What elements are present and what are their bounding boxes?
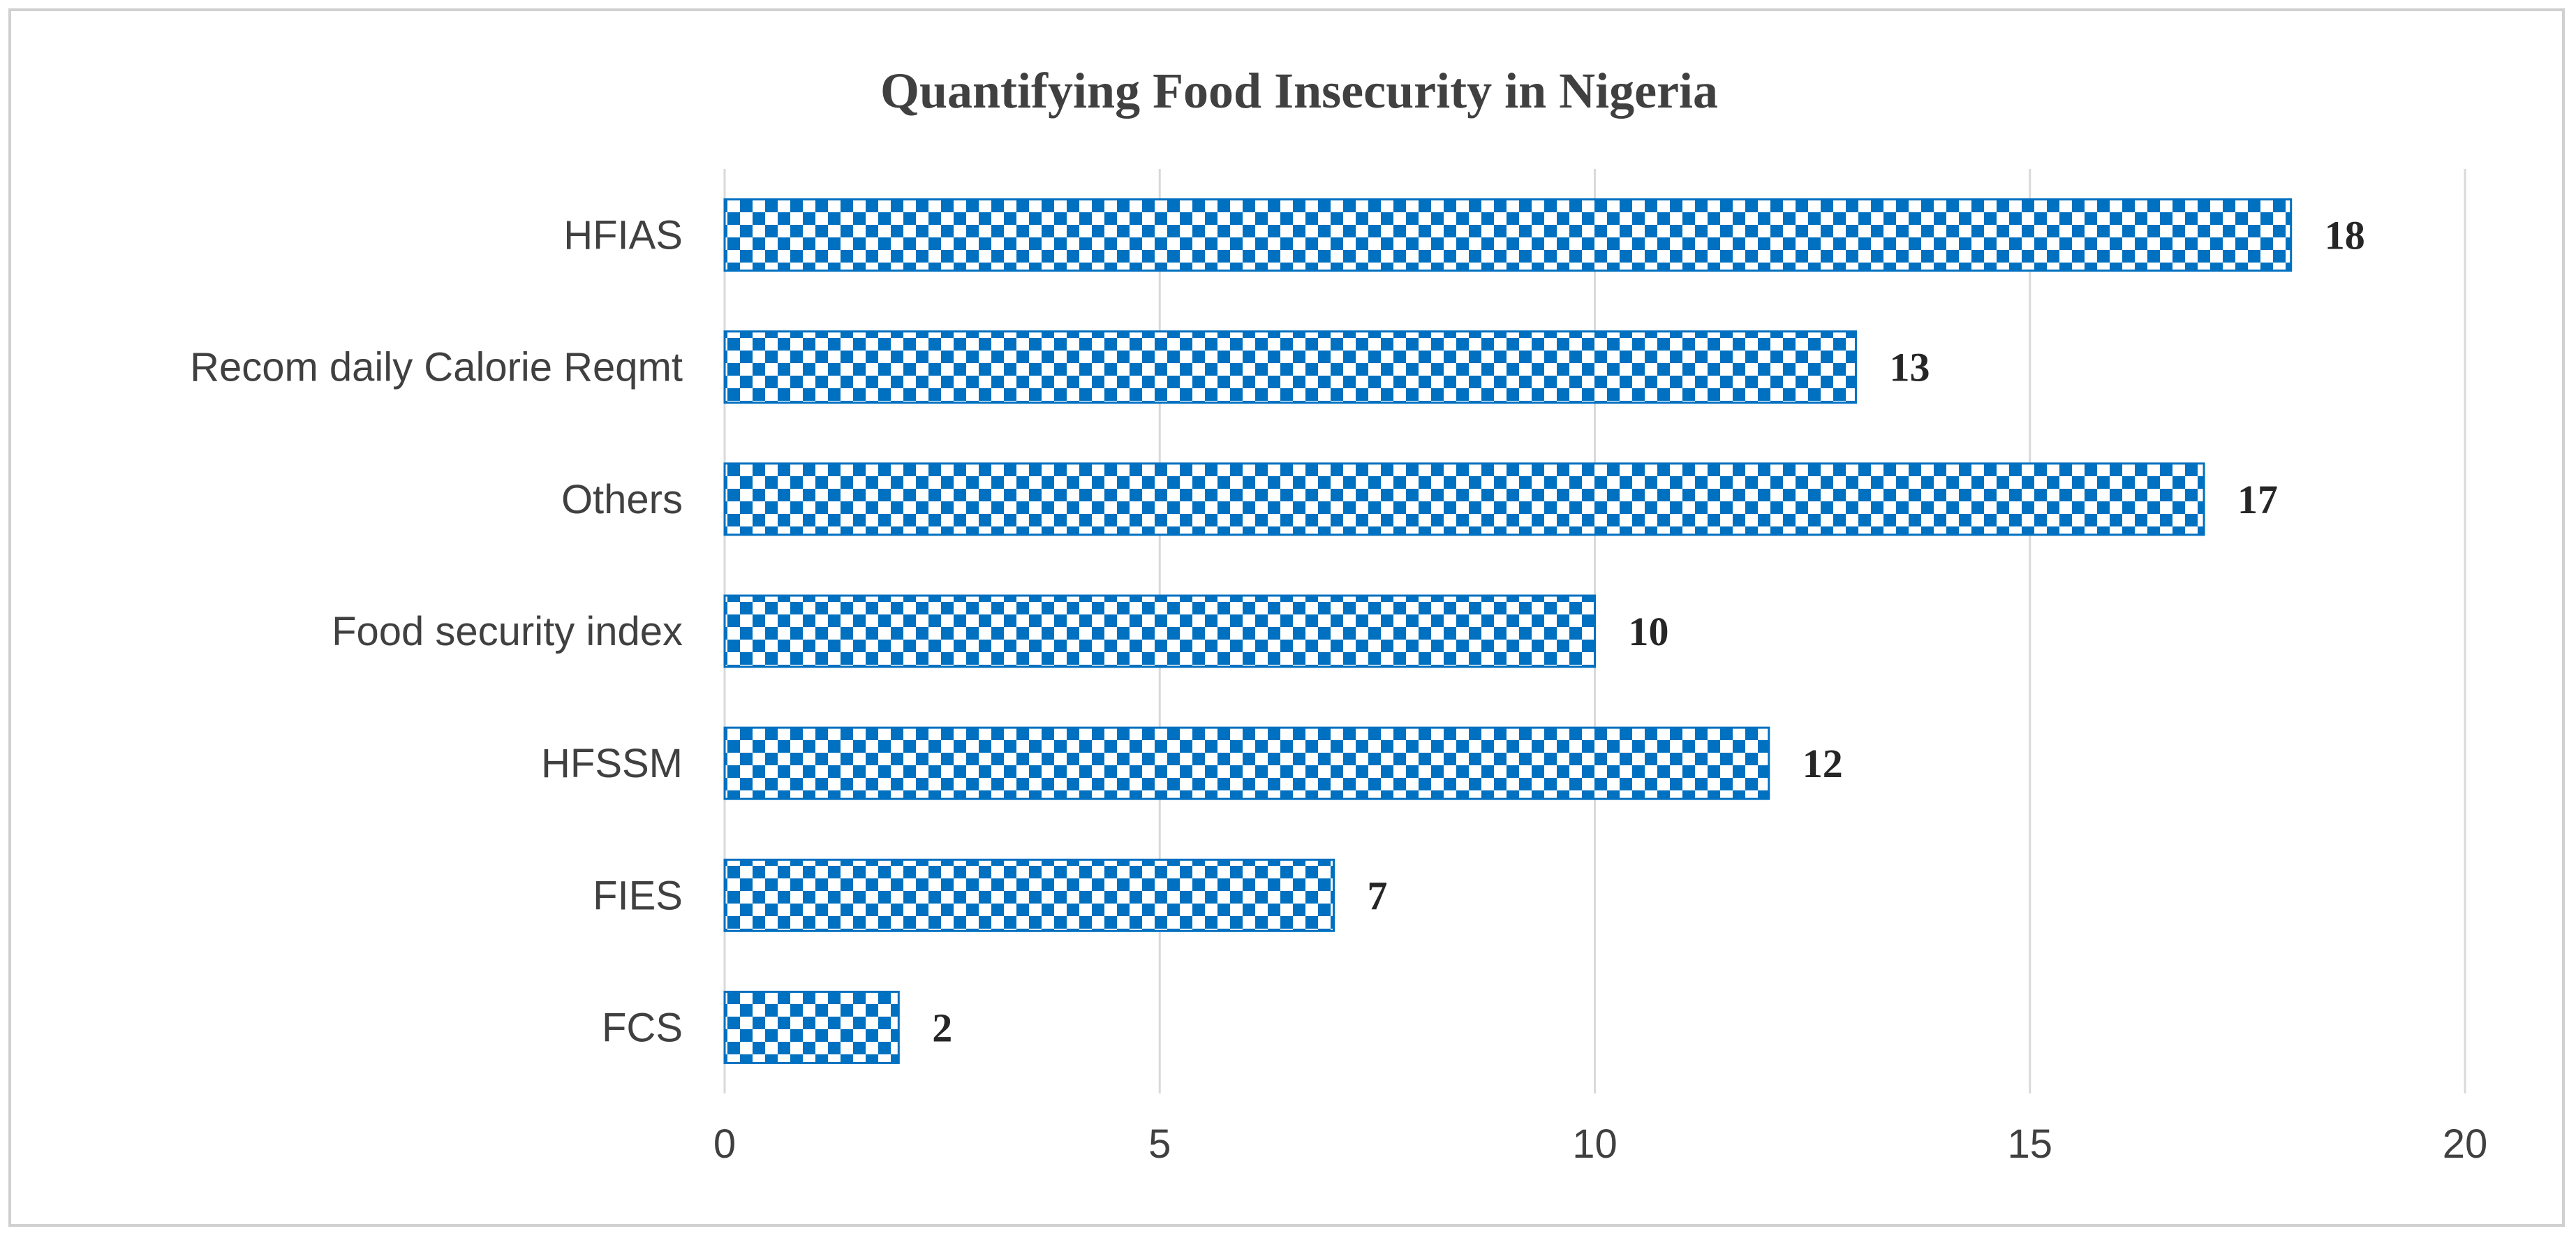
category-label-fies: FIES — [593, 873, 683, 918]
chart-svg: Quantifying Food Insecurity in Nigeria H… — [190, 63, 2487, 1167]
bar-hfias — [723, 198, 2293, 272]
data-label-fcs: 2 — [932, 1005, 952, 1050]
data-label-fies: 7 — [1368, 873, 1388, 918]
x-tick-label-0: 0 — [713, 1121, 736, 1167]
x-tick-label-15: 15 — [2007, 1121, 2052, 1167]
category-label-recom-daily-calorie-reqmt: Recom daily Calorie Reqmt — [190, 345, 683, 390]
bar-hfssm — [723, 726, 1770, 800]
chart-title: Quantifying Food Insecurity in Nigeria — [880, 63, 1718, 119]
data-label-others: 17 — [2237, 477, 2278, 522]
chart-frame: Quantifying Food Insecurity in Nigeria H… — [8, 8, 2565, 1227]
x-tick-label-20: 20 — [2443, 1121, 2488, 1167]
category-label-hfias: HFIAS — [563, 213, 683, 258]
bar-fies — [723, 858, 1335, 932]
bars — [723, 198, 2293, 1064]
category-label-food-security-index: Food security index — [332, 609, 683, 654]
data-label-hfias: 18 — [2325, 213, 2365, 258]
category-label-fcs: FCS — [602, 1005, 683, 1050]
bar-fcs — [723, 990, 900, 1064]
category-labels: HFIAS Recom daily Calorie Reqmt Others Food… — [190, 213, 683, 1051]
data-label-hfssm: 12 — [1803, 741, 1843, 786]
category-label-hfssm: HFSSM — [541, 741, 683, 786]
bar-recom-daily-calorie-reqmt — [723, 330, 1857, 404]
bar-food-security-index — [723, 594, 1596, 668]
data-labels: 18 13 17 10 12 7 2 — [932, 213, 2364, 1051]
x-tick-label-10: 10 — [1572, 1121, 1618, 1167]
x-tick-label-5: 5 — [1148, 1121, 1171, 1167]
data-label-food-security-index: 10 — [1629, 609, 1669, 654]
bar-others — [723, 462, 2205, 536]
x-axis-tick-labels: 0 5 10 15 20 — [713, 1121, 2487, 1167]
category-label-others: Others — [561, 477, 683, 522]
data-label-recom-daily-calorie-reqmt: 13 — [1889, 345, 1930, 390]
